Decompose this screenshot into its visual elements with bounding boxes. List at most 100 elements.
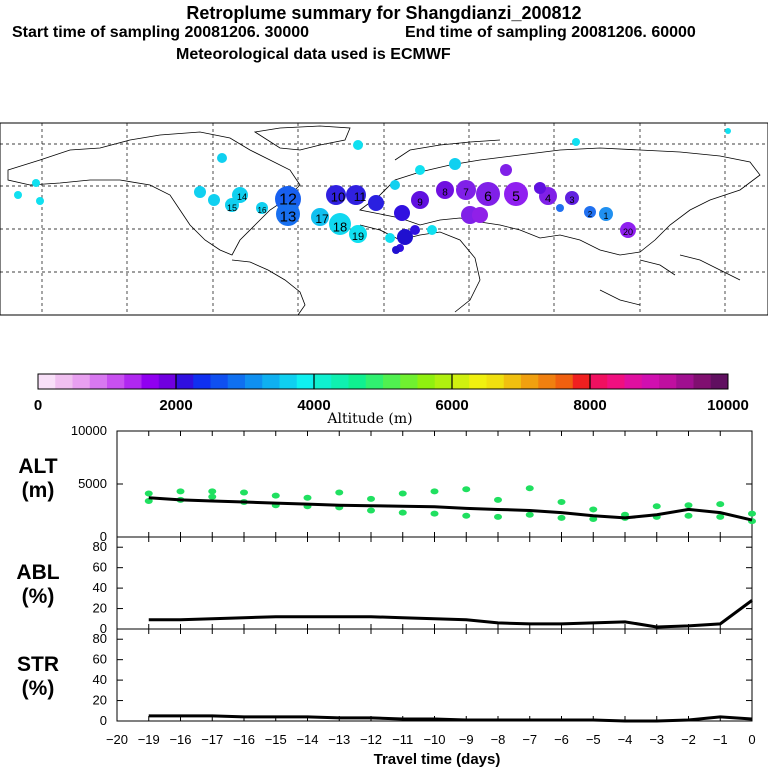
y-tick-label: 10000 [71, 423, 107, 438]
trajectory-day-label: 8 [442, 188, 448, 199]
altitude-point [208, 488, 217, 495]
altitude-point [684, 512, 693, 519]
trajectory-day-label: 14 [237, 192, 247, 202]
colorbar-cell [314, 374, 332, 389]
panel-alt: ALT(m) 10000 5000 0 [18, 423, 756, 544]
altitude-colorbar: 0 2000 4000 6000 8000 10000 Altitude (m) [34, 373, 749, 427]
x-axis-label: Travel time (days) [374, 751, 501, 768]
trajectory-dot [415, 165, 425, 175]
x-tick-label: −5 [586, 732, 601, 747]
x-tick-label: −2 [681, 732, 696, 747]
altitude-point [748, 510, 756, 517]
trajectory-day-label: 17 [315, 212, 329, 226]
x-tick-label: −17 [201, 732, 223, 747]
y-tick-label: 40 [93, 672, 107, 687]
colorbar-tick-label: 2000 [159, 397, 192, 414]
colorbar-tick-label: 10000 [707, 397, 749, 414]
altitude-point [367, 495, 375, 502]
chart-title: Retroplume summary for Shangdianzi_20081… [186, 3, 582, 23]
trajectory-dot [232, 187, 248, 203]
colorbar-cell [521, 374, 539, 389]
panel-abl: ABL(%) 80 60 40 20 0 [16, 536, 753, 636]
altitude-point [716, 513, 725, 520]
trajectory-dot [394, 205, 410, 221]
altitude-point [367, 507, 375, 514]
trajectory-dot [397, 229, 413, 245]
x-tick-label: −19 [138, 732, 160, 747]
trajectory-dot [256, 202, 268, 214]
altitude-point [684, 502, 693, 509]
trajectory-dot [556, 204, 564, 212]
altitude-point [494, 513, 502, 520]
colorbar-cell [400, 374, 418, 389]
met-data-label: Meteorological data used is ECMWF [176, 46, 451, 63]
x-tick-label: −13 [328, 732, 350, 747]
trajectory-day-label: 3 [569, 195, 574, 205]
colorbar-cell [434, 374, 453, 389]
y-tick-label: 0 [100, 713, 107, 728]
altitude-point [430, 488, 439, 495]
trajectory-day-label: 19 [352, 231, 364, 243]
altitude-point [430, 510, 439, 517]
colorbar-cell [693, 374, 712, 389]
colorbar-cell [124, 374, 142, 389]
trajectory-dot [620, 222, 636, 238]
y-tick-label: 20 [93, 693, 107, 708]
colorbar-cell [469, 374, 487, 389]
colorbar-cell [348, 374, 367, 389]
panel-unit: (m) [22, 479, 55, 502]
y-tick-label: 20 [93, 601, 107, 616]
series-line-abl [148, 599, 753, 629]
y-tick-label: 80 [93, 631, 107, 646]
time-series-panels: ALT(m)1000050000ABL(%)806040200STR(%)806… [16, 423, 756, 728]
colorbar-cell [72, 374, 91, 389]
colorbar-ticks: 0 2000 4000 6000 8000 10000 [34, 374, 749, 414]
colorbar-cell [227, 374, 246, 389]
colorbar-cell [107, 374, 125, 389]
trajectory-dot [390, 180, 400, 190]
trajectory-day-label: 16 [258, 206, 267, 215]
trajectory-dot [504, 182, 528, 206]
trajectory-dot [14, 191, 22, 199]
trajectory-dot [349, 225, 367, 243]
colorbar-cell [55, 374, 73, 389]
panel-label: STR [17, 653, 59, 676]
trajectory-day-label: 11 [354, 190, 367, 204]
panel-label: ABL [16, 561, 59, 584]
trajectory-dot [436, 181, 454, 199]
trajectory-dot [194, 186, 206, 198]
altitude-point [589, 506, 598, 513]
y-tick-label: 40 [93, 580, 107, 595]
trajectory-dot [472, 207, 488, 223]
trajectory-dot [449, 158, 461, 170]
altitude-point [144, 497, 153, 504]
colorbar-cell [331, 374, 349, 389]
colorbar-cell [210, 374, 229, 389]
colorbar-tick-label: 4000 [297, 397, 330, 414]
colorbar-cell [245, 374, 263, 389]
trajectory-dot [427, 225, 437, 235]
altitude-point [271, 492, 280, 499]
x-tick-label: −7 [522, 732, 537, 747]
trajectory-day-label: 12 [279, 192, 297, 209]
panel-label: ALT [18, 455, 57, 478]
trajectory-dot [534, 182, 546, 194]
altitude-point [144, 490, 153, 497]
trajectory-dot [572, 138, 580, 146]
x-tick-label: −9 [459, 732, 474, 747]
panel-unit: (%) [22, 677, 55, 700]
trajectory-day-label: 6 [484, 188, 492, 204]
trajectory-day-label: 7 [463, 188, 469, 199]
trajectory-dot [32, 179, 40, 187]
trajectory-dot [311, 208, 329, 226]
end-time-label: End time of sampling 20081206. 60000 [405, 24, 696, 41]
x-tick-label: 0 [748, 732, 755, 747]
colorbar-tick-label: 0 [34, 397, 42, 414]
x-tick-label: −15 [265, 732, 287, 747]
start-time-label: Start time of sampling 20081206. 30000 [12, 24, 310, 41]
colorbar-tick-label: 8000 [573, 397, 606, 414]
trajectory-dot [353, 140, 363, 150]
colorbar-cell [193, 374, 211, 389]
trajectory-day-label: 1 [603, 211, 608, 221]
